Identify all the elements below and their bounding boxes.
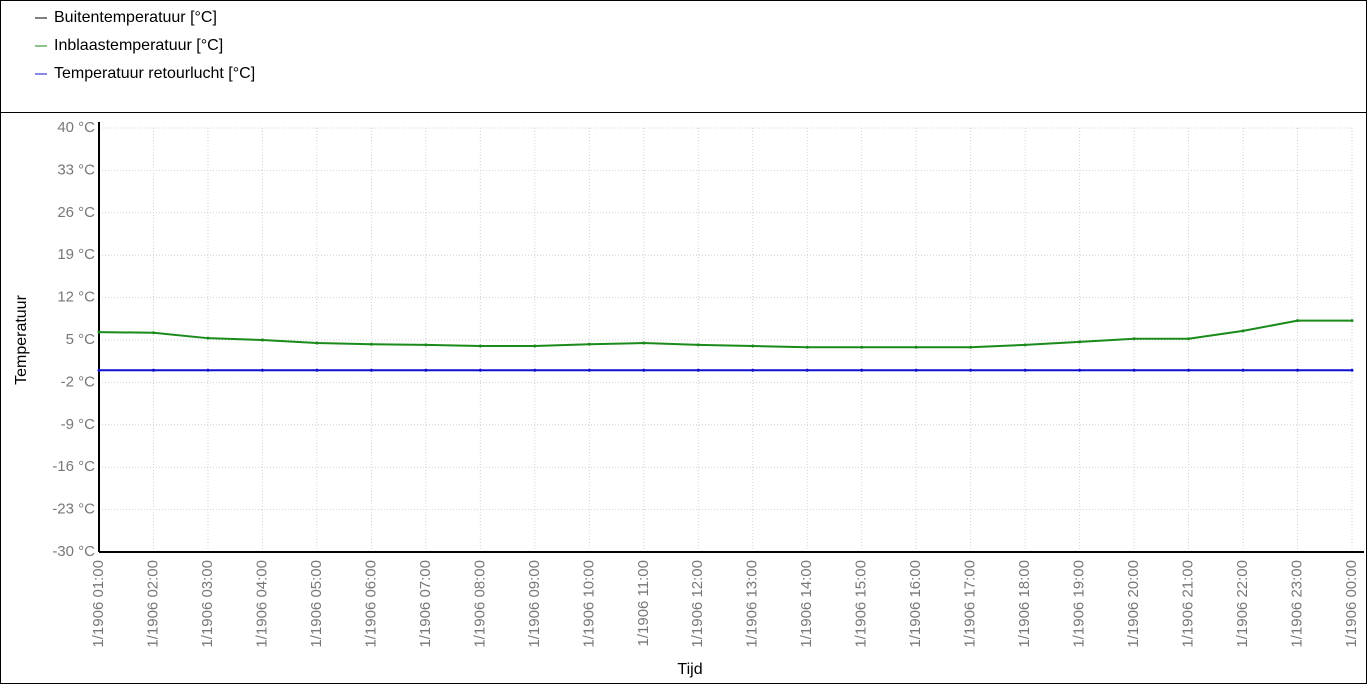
point: [1296, 368, 1300, 372]
point: [805, 368, 809, 372]
x-tick-label: 1/1906 22:00: [1234, 560, 1251, 648]
x-tick-label: 1/1906 10:00: [580, 560, 597, 648]
point: [206, 368, 210, 372]
x-tick-label: 1/1906 18:00: [1016, 560, 1033, 648]
point: [369, 368, 373, 372]
point: [315, 341, 319, 345]
point: [260, 338, 264, 342]
point: [969, 345, 973, 349]
point: [1023, 368, 1027, 372]
point: [914, 368, 918, 372]
point: [97, 330, 101, 334]
point: [1241, 329, 1245, 333]
point: [478, 344, 482, 348]
point: [696, 368, 700, 372]
y-tick-label: -9 °C: [61, 416, 96, 433]
y-tick-label: 12 °C: [57, 289, 95, 306]
legend-label: Temperatuur retourlucht [°C]: [54, 65, 255, 82]
point: [260, 368, 264, 372]
x-tick-label: 1/1906 15:00: [853, 560, 870, 648]
x-tick-label: 1/1906 11:00: [635, 560, 652, 646]
y-tick-label: 33 °C: [57, 161, 95, 178]
point: [1132, 337, 1136, 341]
point: [369, 342, 373, 346]
point: [533, 344, 537, 348]
x-tick-label: 1/1906 12:00: [689, 560, 706, 648]
x-tick-label: 1/1906 09:00: [526, 560, 543, 648]
chart-frame: [0, 112, 1367, 684]
point: [587, 368, 591, 372]
point: [860, 345, 864, 349]
point: [860, 368, 864, 372]
y-tick-label: 5 °C: [66, 331, 96, 348]
y-tick-label: 19 °C: [57, 246, 95, 263]
x-tick-label: 1/1906 14:00: [798, 560, 815, 648]
point: [696, 343, 700, 347]
x-tick-label: 1/1906 02:00: [144, 560, 161, 648]
point: [1350, 368, 1354, 372]
y-tick-label: -23 °C: [52, 501, 95, 518]
y-tick-label: -30 °C: [52, 543, 95, 560]
point: [805, 345, 809, 349]
y-tick-label: 26 °C: [57, 204, 95, 221]
x-tick-label: 1/1906 17:00: [962, 560, 979, 648]
point: [751, 368, 755, 372]
point: [1241, 368, 1245, 372]
point: [1187, 368, 1191, 372]
point: [1187, 337, 1191, 341]
x-tick-label: 1/1906 21:00: [1180, 560, 1197, 648]
x-tick-label: 1/1906 03:00: [199, 560, 216, 648]
x-tick-label: 1/1906 13:00: [744, 560, 761, 648]
point: [315, 368, 319, 372]
x-tick-label: 1/1906 08:00: [471, 560, 488, 648]
x-tick-label: 1/1906 07:00: [417, 560, 434, 648]
point: [914, 345, 918, 349]
x-tick-label: 1/1906 04:00: [253, 560, 270, 648]
series-line: [98, 319, 1352, 349]
point: [1132, 368, 1136, 372]
y-tick-label: 40 °C: [57, 119, 95, 136]
point: [533, 368, 537, 372]
point: [1296, 319, 1300, 323]
point: [97, 368, 101, 372]
point: [587, 342, 591, 346]
x-tick-label: 1/1906 01:00: [90, 560, 107, 648]
y-tick-label: -16 °C: [52, 458, 95, 475]
legend-label: Inblaastemperatuur [°C]: [54, 37, 223, 54]
point: [1350, 319, 1354, 323]
x-tick-label: 1/1906 19:00: [1071, 560, 1088, 648]
x-tick-label: 1/1906 20:00: [1125, 560, 1142, 648]
y-axis-title: Temperatuur: [13, 294, 30, 384]
point: [642, 368, 646, 372]
x-tick-label: 1/1906 16:00: [907, 560, 924, 648]
point: [478, 368, 482, 372]
x-tick-label: 1/1906 00:00: [1343, 560, 1360, 648]
point: [151, 368, 155, 372]
point: [1078, 368, 1082, 372]
point: [206, 336, 210, 340]
point: [751, 344, 755, 348]
x-axis-title: Tijd: [677, 661, 702, 678]
x-tick-label: 1/1906 05:00: [308, 560, 325, 648]
point: [1078, 340, 1082, 344]
x-tick-label: 1/1906 06:00: [362, 560, 379, 648]
point: [642, 341, 646, 345]
point: [424, 368, 428, 372]
x-tick-label: 1/1906 23:00: [1288, 560, 1305, 648]
legend-label: Buitentemperatuur [°C]: [54, 9, 217, 26]
point: [151, 331, 155, 335]
point: [1023, 343, 1027, 347]
y-tick-label: -2 °C: [61, 373, 96, 390]
point: [969, 368, 973, 372]
point: [424, 343, 428, 347]
